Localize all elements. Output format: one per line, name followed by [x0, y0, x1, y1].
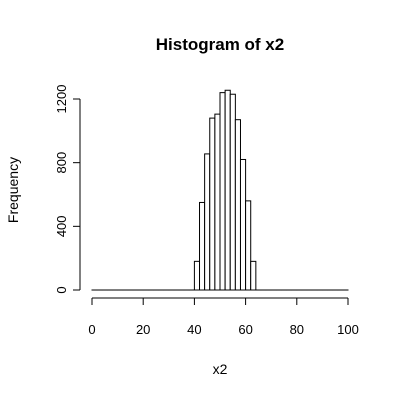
histogram-bar-30 — [246, 201, 251, 290]
x-tick-label-0: 0 — [88, 322, 95, 337]
x-tick-label-2: 40 — [187, 322, 201, 337]
x-tick-label-3: 60 — [238, 322, 252, 337]
histogram-bar-27 — [230, 94, 235, 290]
histogram-bar-28 — [235, 120, 240, 290]
y-axis-label: Frequency — [5, 157, 21, 223]
histogram-bar-31 — [251, 261, 256, 290]
y-tick-label-3: 1200 — [54, 85, 69, 114]
histogram-bar-23 — [210, 118, 215, 290]
histogram-bar-29 — [240, 159, 245, 290]
histogram-bars — [92, 90, 348, 290]
y-axis: 0 400 800 1200 — [54, 85, 80, 294]
histogram-bar-22 — [205, 154, 210, 290]
chart-title: Histogram of x2 — [156, 35, 284, 54]
y-tick-label-1: 400 — [54, 215, 69, 237]
histogram-bar-26 — [225, 90, 230, 290]
histogram-bar-21 — [200, 202, 205, 290]
y-tick-label-0: 0 — [54, 286, 69, 293]
x-axis: 0 20 40 60 80 100 — [88, 298, 358, 337]
histogram-bar-24 — [215, 114, 220, 290]
x-tick-label-1: 20 — [136, 322, 150, 337]
histogram-bar-20 — [194, 261, 199, 290]
y-tick-label-2: 800 — [54, 152, 69, 174]
histogram-bar-25 — [220, 93, 225, 290]
x-axis-label: x2 — [213, 361, 228, 377]
x-tick-label-5: 100 — [337, 322, 359, 337]
x-tick-label-4: 80 — [290, 322, 304, 337]
